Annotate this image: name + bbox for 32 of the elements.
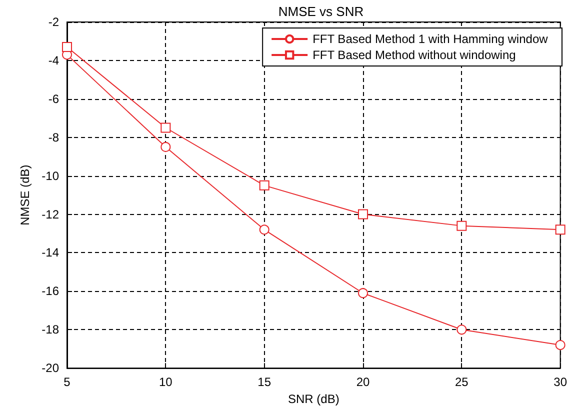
point bbox=[62, 42, 72, 52]
point bbox=[358, 288, 368, 298]
x-tick-label: 5 bbox=[64, 375, 71, 390]
y-tick-label: -18 bbox=[42, 322, 60, 337]
y-tick-label: -8 bbox=[48, 130, 60, 144]
x-axis-title: SNR (dB) bbox=[288, 392, 340, 406]
legend-label: FFT Based Method 1 with Hamming window bbox=[312, 32, 548, 46]
y-tick-label: -4 bbox=[48, 53, 60, 68]
point bbox=[555, 224, 566, 235]
point bbox=[259, 224, 270, 235]
x-tick-label: 25 bbox=[454, 375, 469, 390]
y-tick-label: -12 bbox=[42, 207, 60, 222]
point bbox=[456, 324, 467, 335]
point bbox=[160, 142, 171, 152]
y-tick-label: -14 bbox=[42, 246, 60, 260]
x-tick-label: 30 bbox=[554, 375, 568, 390]
x-tick-label: 15 bbox=[258, 375, 272, 390]
legend-label: FFT Based Method without windowing bbox=[312, 48, 516, 62]
y-tick-label: -2 bbox=[48, 15, 60, 29]
y-tick-label: -16 bbox=[42, 284, 60, 298]
chart-title: NMSE vs SNR bbox=[278, 4, 364, 19]
y-tick-label: -10 bbox=[42, 168, 60, 183]
y-tick-label: -6 bbox=[48, 92, 60, 106]
y-axis-title: NMSE (dB) bbox=[18, 164, 32, 226]
point bbox=[160, 122, 171, 133]
point bbox=[358, 209, 368, 220]
point bbox=[555, 340, 566, 350]
x-tick-label: 20 bbox=[356, 375, 370, 390]
y-tick-label: -20 bbox=[42, 361, 60, 376]
point bbox=[259, 180, 270, 190]
x-tick-label: 10 bbox=[158, 375, 173, 390]
point bbox=[456, 220, 467, 231]
